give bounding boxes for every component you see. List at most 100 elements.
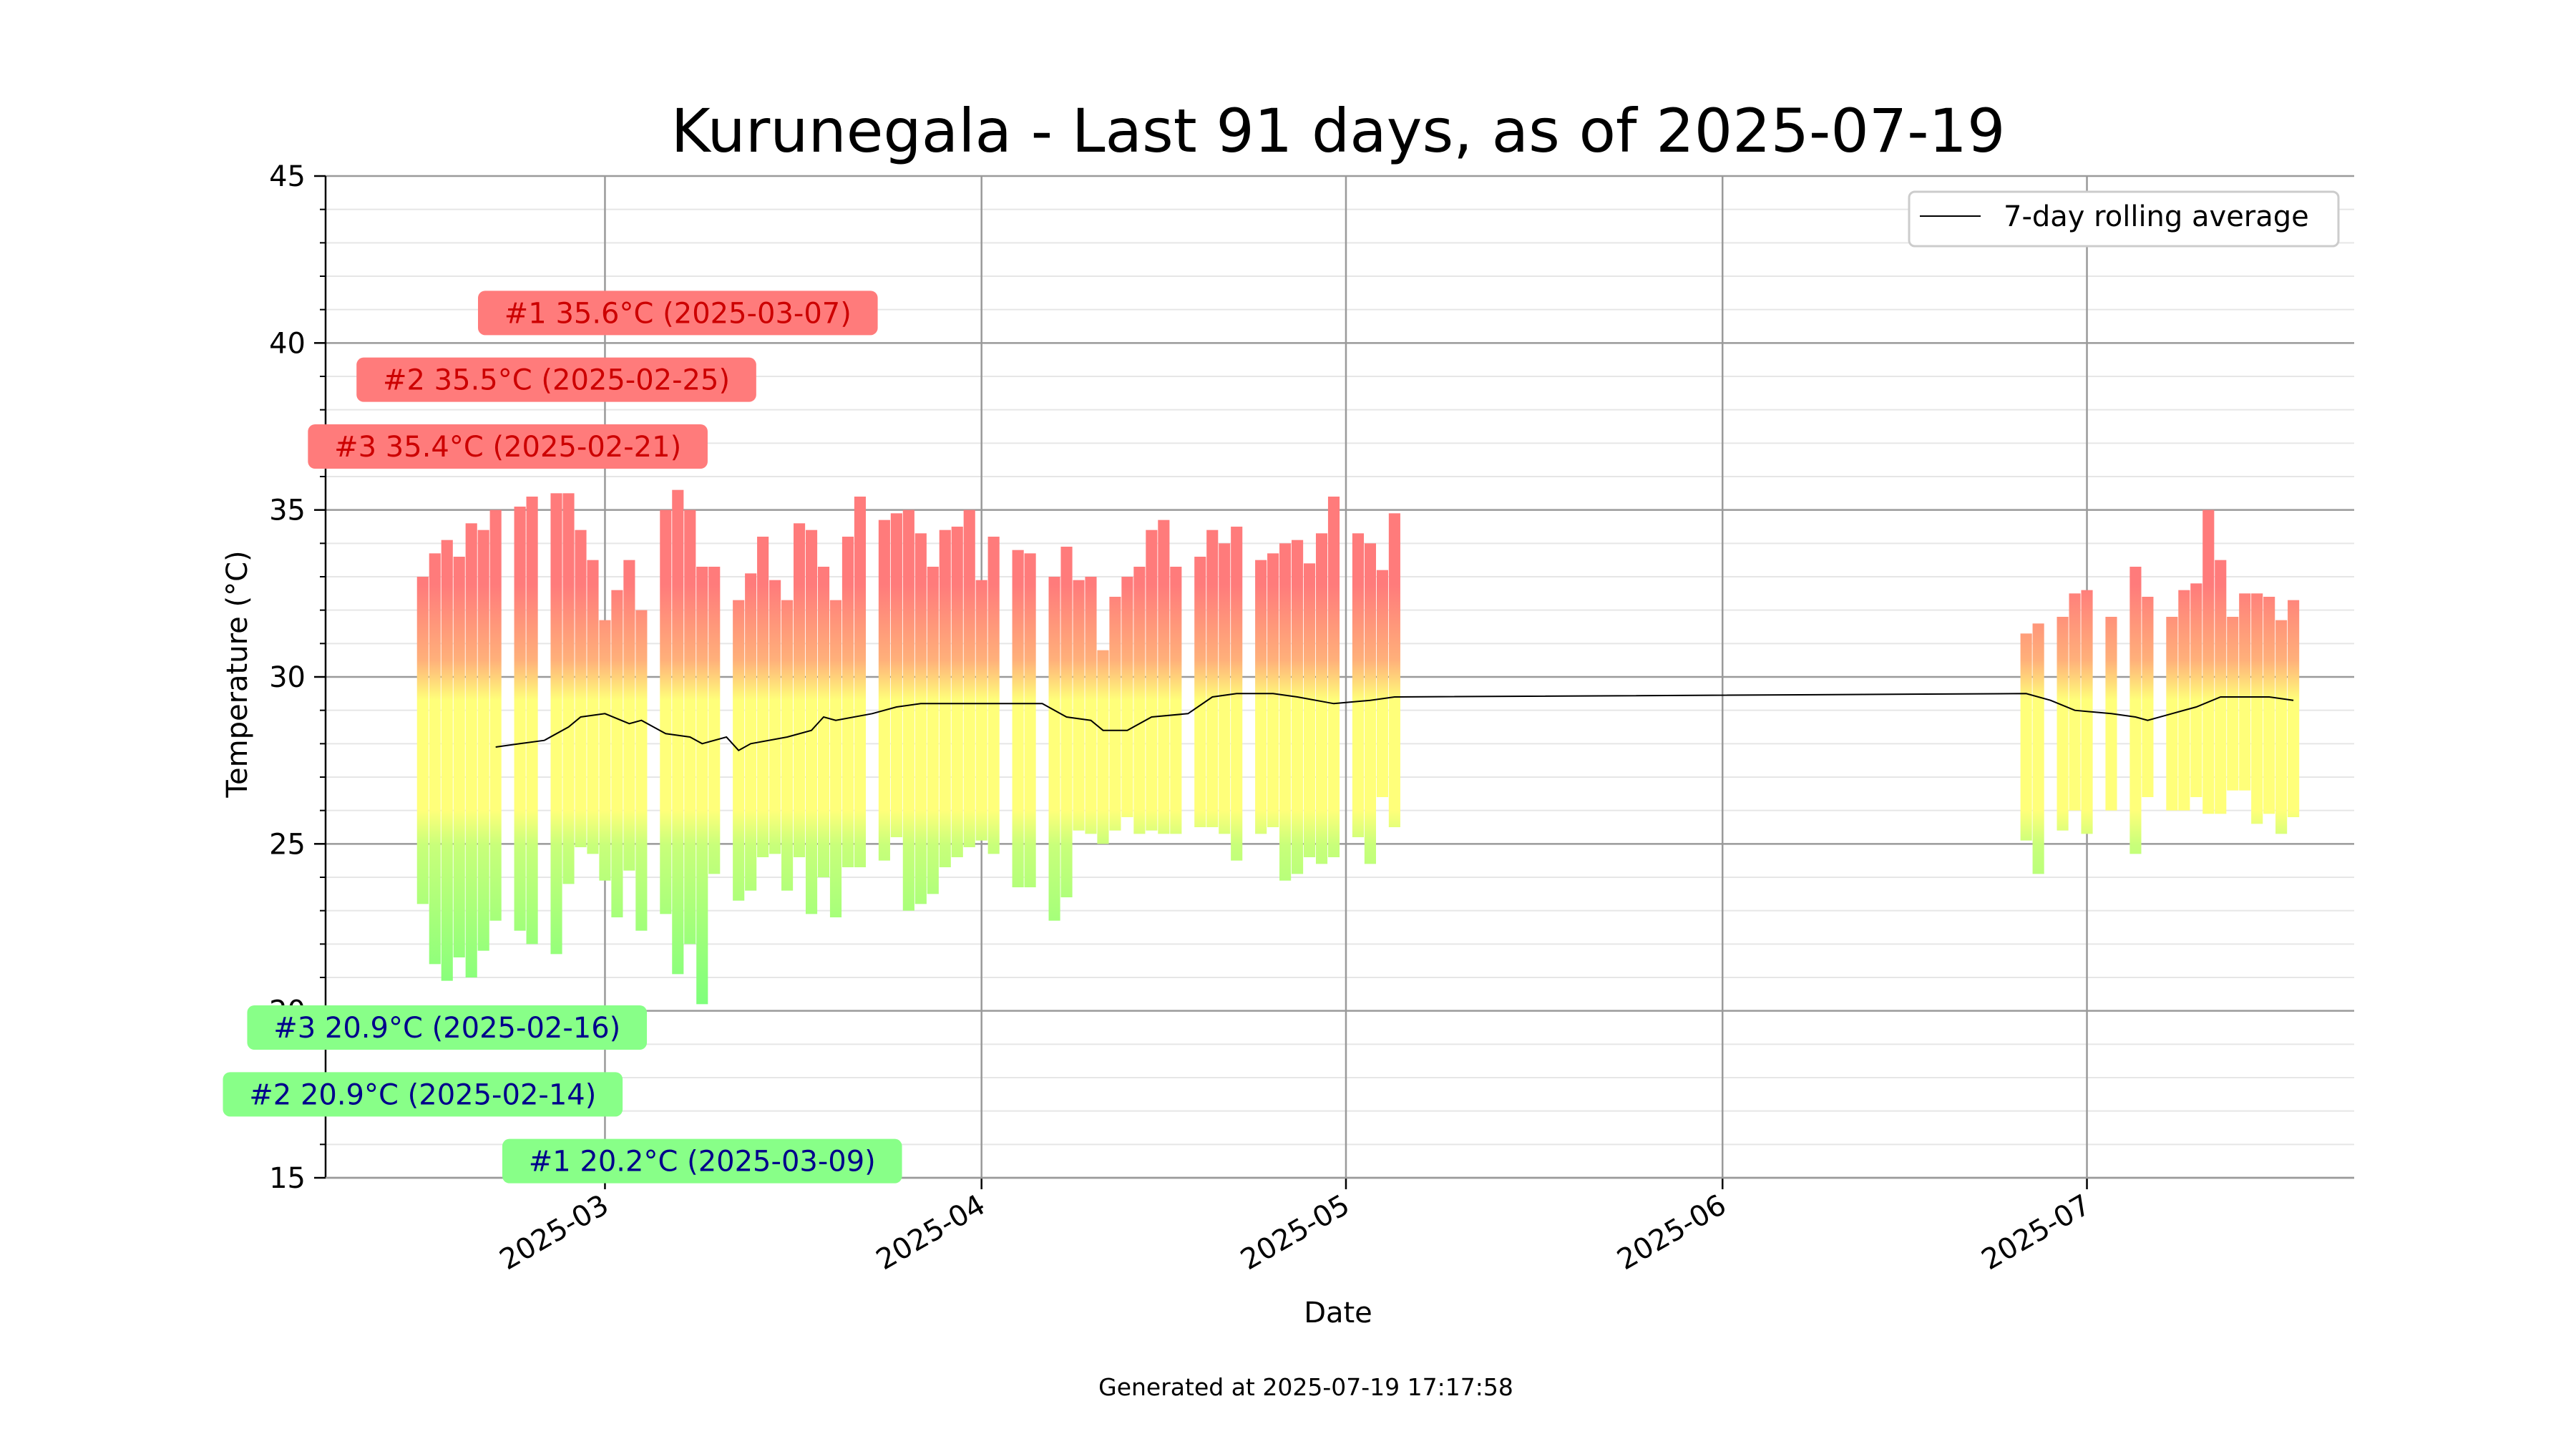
temperature-bar: [2178, 590, 2190, 811]
temperature-bar: [1158, 519, 1170, 834]
temperature-bar: [1048, 577, 1060, 921]
bar-layer: [416, 489, 2300, 1005]
temperature-bar: [526, 497, 538, 945]
temperature-bar: [489, 509, 502, 921]
footer-text: Generated at 2025-07-19 17:17:58: [1098, 1373, 1513, 1401]
temperature-bar: [1024, 553, 1036, 887]
high-record-label: #2 35.5°C (2025-02-25): [383, 364, 730, 397]
temperature-bar: [2263, 597, 2275, 814]
temperature-bar: [2288, 600, 2300, 817]
temperature-bar: [1085, 577, 1097, 834]
high-record-badge: [308, 424, 708, 469]
temperature-bar: [939, 530, 951, 867]
temperature-bar: [429, 553, 441, 965]
temperature-bar: [1206, 530, 1219, 827]
low-record-label: #1 20.2°C (2025-03-09): [529, 1146, 876, 1179]
rolling-average-layer: [495, 693, 2294, 751]
y-tick-label: 35: [269, 494, 306, 527]
temperature-bar: [829, 600, 842, 917]
temperature-bar: [1315, 533, 1328, 864]
temperature-bar: [1194, 557, 1206, 827]
y-axis-label: Temperature (°C): [221, 550, 254, 798]
temperature-bar: [927, 567, 939, 894]
temperature-bar: [1364, 543, 1377, 864]
high-record-label: #3 35.4°C (2025-02-21): [334, 431, 681, 464]
temperature-bar: [465, 523, 477, 977]
temperature-bar: [599, 620, 611, 881]
legend-entry: 7-day rolling average: [2004, 200, 2309, 233]
temperature-bar: [696, 567, 708, 1005]
temperature-bar: [914, 533, 927, 904]
low-record-label: #3 20.9°C (2025-02-16): [273, 1012, 620, 1045]
temperature-bar: [2215, 560, 2227, 814]
temperature-bar: [635, 610, 648, 931]
temperature-bar: [2251, 593, 2263, 824]
temperature-bar: [441, 540, 453, 981]
temperature-bar: [841, 537, 854, 867]
temperature-bar: [2032, 623, 2044, 874]
temperature-bar: [2069, 593, 2081, 811]
low-record-badge: [223, 1072, 623, 1117]
temperature-bar: [2202, 509, 2215, 814]
temperature-bar: [963, 509, 975, 847]
y-tick-label: 45: [269, 160, 306, 193]
temperature-bar: [757, 537, 769, 857]
low-record-badge: [502, 1138, 902, 1184]
temperature-bar: [1012, 550, 1024, 887]
temperature-bar: [1327, 497, 1340, 857]
temperature-bar: [745, 573, 757, 891]
temperature-bar: [1073, 580, 1085, 831]
legend-box: [1908, 190, 2340, 248]
high-record-badge: [478, 291, 878, 336]
x-axis-label: Date: [1304, 1297, 1372, 1330]
low-record-badge: [247, 1005, 648, 1050]
temperature-bar: [1388, 513, 1400, 827]
temperature-bar: [1255, 560, 1267, 834]
temperature-bar: [817, 567, 830, 877]
temperature-bar: [562, 493, 575, 884]
y-tick-label: 30: [269, 661, 306, 694]
temperature-bar: [672, 489, 684, 975]
temperature-bar: [1121, 577, 1133, 817]
temperature-bar: [611, 590, 623, 917]
rolling-average-line: [495, 693, 2294, 751]
temperature-bar: [1097, 650, 1109, 844]
temperature-bar: [2190, 583, 2202, 797]
temperature-bar: [794, 523, 806, 857]
temperature-bar: [2057, 617, 2069, 831]
temperature-bar: [623, 560, 635, 871]
temperature-bar: [453, 557, 465, 957]
y-tick-label: 15: [269, 1162, 306, 1195]
temperature-bar: [1352, 533, 1365, 837]
temperature-bar: [805, 530, 818, 914]
temperature-bar: [902, 509, 914, 911]
temperature-bar: [514, 507, 526, 931]
temperature-bar: [477, 530, 489, 951]
temperature-bar: [684, 509, 696, 945]
temperature-bar: [878, 519, 890, 861]
temperature-bar: [951, 527, 963, 857]
temperature-bar: [1279, 543, 1292, 881]
temperature-bar: [416, 577, 429, 904]
temperature-bar: [2227, 617, 2239, 791]
temperature-bar: [2275, 620, 2288, 834]
temperature-bar: [2129, 567, 2142, 854]
temperature-bar: [1109, 597, 1121, 831]
temperature-bar: [1170, 567, 1182, 834]
temperature-bar: [1146, 530, 1158, 831]
temperature-bar: [975, 580, 987, 841]
high-record-label: #1 35.6°C (2025-03-07): [504, 297, 852, 330]
temperature-bar: [2239, 593, 2251, 791]
temperature-bar: [575, 530, 587, 847]
legend: 7-day rolling average: [1908, 190, 2340, 248]
temperature-bar: [1133, 567, 1146, 834]
temperature-bar: [660, 509, 672, 914]
temperature-bar: [781, 600, 794, 891]
temperature-bar: [987, 537, 1000, 854]
y-tick-label: 25: [269, 828, 306, 861]
temperature-bar: [587, 560, 599, 854]
temperature-bar: [708, 567, 721, 874]
temperature-bar: [854, 497, 867, 867]
temperature-bar: [2020, 633, 2032, 841]
